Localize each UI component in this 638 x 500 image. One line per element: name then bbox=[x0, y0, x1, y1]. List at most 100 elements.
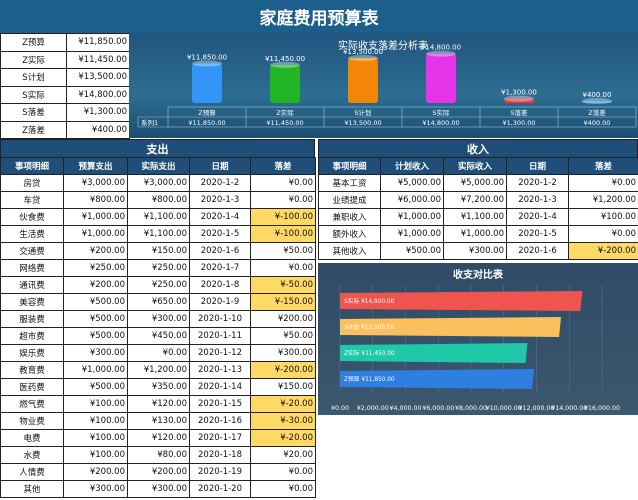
expense-cell[interactable]: 2020-1-13 bbox=[189, 361, 251, 379]
expense-cell[interactable]: ¥-30.00 bbox=[250, 412, 316, 430]
expense-cell[interactable]: ¥1,100.00 bbox=[127, 225, 190, 243]
expense-cell[interactable]: ¥300.00 bbox=[127, 480, 190, 498]
expense-cell[interactable]: ¥0.00 bbox=[250, 463, 316, 481]
expense-cell[interactable]: ¥0.00 bbox=[250, 191, 316, 209]
expense-cell[interactable]: ¥100.00 bbox=[63, 412, 128, 430]
expense-cell[interactable]: ¥1,000.00 bbox=[63, 208, 128, 226]
summary-label[interactable]: Z落差 bbox=[0, 120, 67, 139]
variance-bar[interactable] bbox=[270, 61, 300, 103]
expense-cell[interactable]: 伙食费 bbox=[0, 208, 64, 226]
expense-cell[interactable]: 2020-1-20 bbox=[189, 480, 251, 498]
expense-cell[interactable]: ¥800.00 bbox=[63, 191, 128, 209]
summary-label[interactable]: S落差 bbox=[0, 103, 67, 122]
expense-cell[interactable]: ¥500.00 bbox=[63, 378, 128, 396]
expense-cell[interactable]: 2020-1-9 bbox=[189, 293, 251, 311]
income-cell[interactable]: ¥6,000.00 bbox=[380, 191, 444, 209]
income-cell[interactable]: ¥1,200.00 bbox=[568, 191, 638, 209]
expense-column-header[interactable]: 落差 bbox=[250, 157, 316, 175]
expense-cell[interactable]: ¥1,100.00 bbox=[127, 208, 190, 226]
expense-cell[interactable]: ¥100.00 bbox=[63, 429, 128, 447]
summary-label[interactable]: Z实际 bbox=[0, 50, 67, 69]
expense-cell[interactable]: ¥0.00 bbox=[250, 174, 316, 192]
expense-cell[interactable]: ¥500.00 bbox=[63, 310, 128, 328]
expense-cell[interactable]: 2020-1-11 bbox=[189, 327, 251, 345]
expense-cell[interactable]: ¥150.00 bbox=[250, 378, 316, 396]
expense-cell[interactable]: ¥120.00 bbox=[127, 395, 190, 413]
income-cell[interactable]: ¥1,100.00 bbox=[443, 208, 507, 226]
expense-cell[interactable]: 2020-1-10 bbox=[189, 310, 251, 328]
expense-cell[interactable]: ¥-50.00 bbox=[250, 276, 316, 294]
expense-cell[interactable]: ¥500.00 bbox=[63, 293, 128, 311]
summary-label[interactable]: Z预算 bbox=[0, 33, 67, 52]
summary-label[interactable]: S实际 bbox=[0, 85, 67, 104]
expense-cell[interactable]: ¥300.00 bbox=[127, 310, 190, 328]
expense-cell[interactable]: 娱乐费 bbox=[0, 344, 64, 362]
expense-cell[interactable]: ¥200.00 bbox=[250, 310, 316, 328]
expense-cell[interactable]: ¥50.00 bbox=[250, 327, 316, 345]
expense-cell[interactable]: ¥80.00 bbox=[127, 446, 190, 464]
income-cell[interactable]: ¥1,000.00 bbox=[443, 225, 507, 243]
income-cell[interactable]: ¥500.00 bbox=[380, 242, 444, 260]
expense-cell[interactable]: ¥300.00 bbox=[63, 344, 128, 362]
expense-cell[interactable]: 2020-1-7 bbox=[189, 259, 251, 277]
income-cell[interactable]: 2020-1-2 bbox=[506, 174, 569, 192]
expense-cell[interactable]: ¥-20.00 bbox=[250, 395, 316, 413]
expense-cell[interactable]: ¥-100.00 bbox=[250, 208, 316, 226]
income-cell[interactable]: 2020-1-3 bbox=[506, 191, 569, 209]
expense-cell[interactable]: 交通费 bbox=[0, 242, 64, 260]
expense-cell[interactable]: 2020-1-12 bbox=[189, 344, 251, 362]
expense-cell[interactable]: 教育费 bbox=[0, 361, 64, 379]
expense-cell[interactable]: 电费 bbox=[0, 429, 64, 447]
expense-cell[interactable]: ¥200.00 bbox=[63, 463, 128, 481]
income-column-header[interactable]: 计划收入 bbox=[380, 157, 444, 175]
expense-cell[interactable]: 其他 bbox=[0, 480, 64, 498]
income-cell[interactable]: 其他收入 bbox=[318, 242, 381, 260]
income-cell[interactable]: ¥1,000.00 bbox=[380, 208, 444, 226]
income-cell[interactable]: ¥5,000.00 bbox=[443, 174, 507, 192]
expense-cell[interactable]: ¥1,000.00 bbox=[63, 361, 128, 379]
expense-cell[interactable]: ¥500.00 bbox=[63, 327, 128, 345]
summary-value[interactable]: ¥14,800.00 bbox=[66, 85, 130, 104]
expense-column-header[interactable]: 预算支出 bbox=[63, 157, 128, 175]
income-column-header[interactable]: 日期 bbox=[506, 157, 569, 175]
compare-bar[interactable] bbox=[340, 317, 562, 337]
income-cell[interactable]: ¥300.00 bbox=[443, 242, 507, 260]
expense-cell[interactable]: 2020-1-19 bbox=[189, 463, 251, 481]
expense-cell[interactable]: ¥200.00 bbox=[63, 242, 128, 260]
summary-value[interactable]: ¥1,300.00 bbox=[66, 103, 130, 122]
income-cell[interactable]: 兼职收入 bbox=[318, 208, 381, 226]
expense-cell[interactable]: ¥300.00 bbox=[63, 480, 128, 498]
expense-cell[interactable]: ¥3,000.00 bbox=[127, 174, 190, 192]
summary-value[interactable]: ¥11,850.00 bbox=[66, 33, 130, 52]
summary-value[interactable]: ¥11,450.00 bbox=[66, 50, 130, 69]
expense-cell[interactable]: ¥-150.00 bbox=[250, 293, 316, 311]
expense-cell[interactable]: ¥100.00 bbox=[63, 446, 128, 464]
expense-cell[interactable]: ¥200.00 bbox=[63, 276, 128, 294]
expense-cell[interactable]: ¥1,000.00 bbox=[63, 225, 128, 243]
expense-cell[interactable]: 2020-1-4 bbox=[189, 208, 251, 226]
expense-cell[interactable]: 物业费 bbox=[0, 412, 64, 430]
income-cell[interactable]: ¥5,000.00 bbox=[380, 174, 444, 192]
variance-bar[interactable] bbox=[582, 98, 612, 104]
summary-value[interactable]: ¥13,500.00 bbox=[66, 68, 130, 87]
income-cell[interactable]: ¥0.00 bbox=[568, 225, 638, 243]
expense-cell[interactable]: ¥800.00 bbox=[127, 191, 190, 209]
expense-cell[interactable]: ¥650.00 bbox=[127, 293, 190, 311]
summary-label[interactable]: S计划 bbox=[0, 68, 67, 87]
expense-cell[interactable]: ¥0.00 bbox=[250, 480, 316, 498]
expense-cell[interactable]: ¥350.00 bbox=[127, 378, 190, 396]
expense-cell[interactable]: ¥250.00 bbox=[63, 259, 128, 277]
expense-cell[interactable]: 服装费 bbox=[0, 310, 64, 328]
expense-cell[interactable]: 燃气费 bbox=[0, 395, 64, 413]
expense-cell[interactable]: ¥0.00 bbox=[250, 259, 316, 277]
expense-cell[interactable]: 2020-1-14 bbox=[189, 378, 251, 396]
income-cell[interactable]: ¥-200.00 bbox=[568, 242, 638, 260]
income-cell[interactable]: ¥7,200.00 bbox=[443, 191, 507, 209]
expense-cell[interactable]: ¥-100.00 bbox=[250, 225, 316, 243]
expense-cell[interactable]: ¥50.00 bbox=[250, 242, 316, 260]
expense-cell[interactable]: ¥-200.00 bbox=[250, 361, 316, 379]
expense-cell[interactable]: 2020-1-3 bbox=[189, 191, 251, 209]
expense-cell[interactable]: 2020-1-8 bbox=[189, 276, 251, 294]
compare-bar[interactable] bbox=[340, 369, 535, 389]
income-cell[interactable]: 2020-1-4 bbox=[506, 208, 569, 226]
